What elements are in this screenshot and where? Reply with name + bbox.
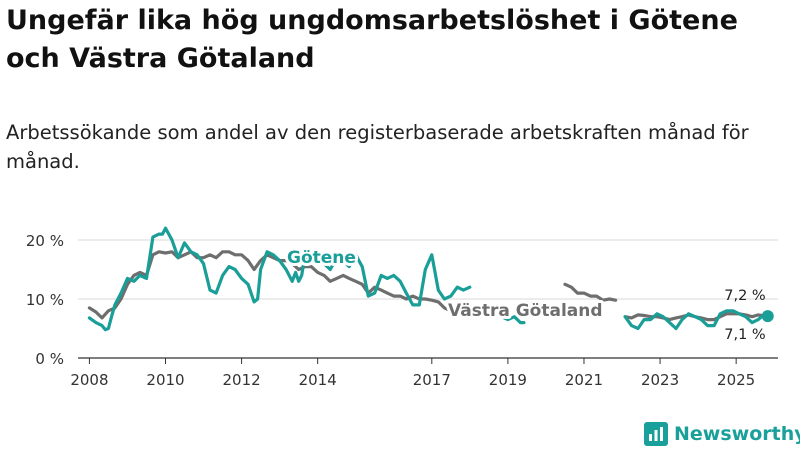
x-tick-label: 2014 — [299, 371, 337, 389]
gotene-end-marker — [761, 310, 774, 323]
bar-chart-logo-icon — [644, 422, 668, 446]
x-tick-label: 2021 — [565, 371, 603, 389]
gotene-last-value: 7,1 % — [724, 327, 765, 343]
x-tick-label: 2023 — [641, 371, 679, 389]
line-chart: 0 % 10 % 20 % 2008 2010 2012 2014 2017 2019 2021 2… — [26, 226, 778, 389]
vastra-gotaland-series-label: Västra Götaland — [448, 301, 603, 321]
x-tick-label: 2012 — [222, 371, 260, 389]
y-tick-label: 20 % — [26, 232, 64, 250]
logo-text: Newsworthy — [674, 423, 800, 445]
x-tick-label: 2010 — [146, 371, 184, 389]
y-tick-label: 0 % — [35, 350, 64, 368]
x-tick-label: 2008 — [70, 371, 108, 389]
newsworthy-logo[interactable]: Newsworthy — [644, 421, 800, 447]
vastra-gotaland-line — [87, 250, 453, 320]
chart-title: Ungefär lika hög ungdomsarbetslöshet i G… — [6, 5, 738, 74]
vastra-gotaland-last-value: 7,2 % — [724, 288, 765, 304]
vastra-gotaland-line — [563, 282, 618, 302]
chart-subtitle: Arbetssökande som andel av den registerb… — [6, 121, 749, 173]
x-tick-label: 2025 — [717, 371, 755, 389]
gotene-line — [87, 226, 472, 332]
gotene-series-label: Götene — [287, 248, 356, 268]
gotene-line — [499, 315, 526, 325]
gotene-line — [623, 309, 770, 331]
x-tick-label: 2019 — [489, 371, 527, 389]
y-tick-label: 10 % — [26, 291, 64, 309]
x-tick-label: 2017 — [413, 371, 451, 389]
